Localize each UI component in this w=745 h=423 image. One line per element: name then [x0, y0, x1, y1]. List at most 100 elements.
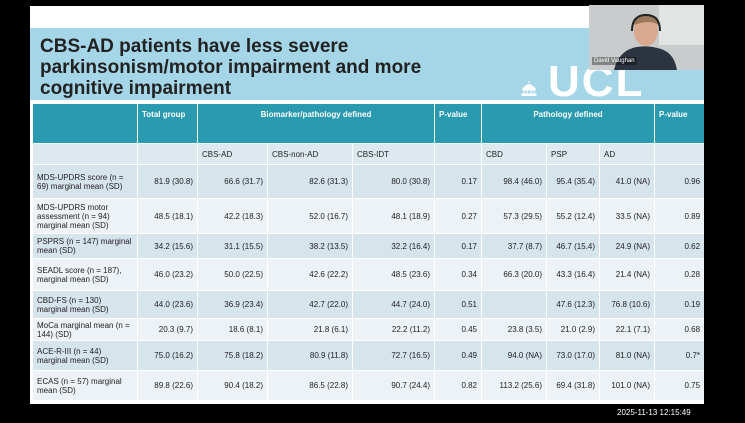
table-cell: 42.7 (22.0)	[267, 290, 353, 319]
table-cell: 0.7*	[654, 340, 704, 371]
table-cell: 0.68	[654, 318, 704, 341]
table-cell: 113.2 (25.6)	[481, 370, 548, 401]
table-cell: 32.2 (16.4)	[351, 233, 436, 259]
table-cell: 95.4 (35.4)	[546, 164, 601, 199]
table-row: ACE-R-III (n = 44) marginal mean (SD) 75.…	[32, 340, 704, 371]
table-cell: 48.5 (18.1)	[137, 198, 198, 234]
table-cell: 80.0 (30.8)	[351, 164, 436, 199]
slide-title: CBS-AD patients have less severe parkins…	[40, 36, 422, 99]
table-cell: 0.34	[434, 258, 483, 291]
subheader-cell: CBS-non-AD	[267, 143, 353, 165]
table-cell: 0.28	[654, 258, 704, 291]
subheader-cell	[434, 143, 483, 165]
subheader-cell: AD	[599, 143, 656, 165]
subheader-cell	[137, 143, 198, 165]
table-cell: 47.6 (12.3)	[546, 290, 601, 319]
table-row: CBD-FS (n = 130) marginal mean (SD) 44.0 …	[32, 290, 704, 319]
data-table: Total group Biomarker/pathology defined P-…	[32, 103, 704, 401]
table-cell: 20.3 (9.7)	[137, 318, 198, 341]
table-cell: 0.82	[434, 370, 483, 401]
table-cell: 75.0 (16.2)	[137, 340, 198, 371]
table-cell: 81.9 (30.8)	[137, 164, 198, 199]
header-cell: Biomarker/pathology defined	[196, 103, 436, 144]
table-cell: 89.8 (22.6)	[137, 370, 198, 401]
header-cell: Pathology defined	[481, 103, 656, 144]
header-cell	[32, 103, 138, 144]
table-cell: 21.8 (6.1)	[267, 318, 353, 341]
row-label: PSPRS (n = 147) marginal mean (SD)	[32, 233, 138, 259]
table-cell: 43.3 (16.4)	[546, 258, 601, 291]
table-cell: 66.3 (20.0)	[481, 258, 548, 291]
table-cell: 0.45	[434, 318, 483, 341]
row-label: ACE-R-III (n = 44) marginal mean (SD)	[32, 340, 138, 371]
table-cell: 55.2 (12.4)	[546, 198, 601, 234]
table-row: PSPRS (n = 147) marginal mean (SD) 34.2 (…	[32, 233, 704, 259]
table-cell: 37.7 (8.7)	[481, 233, 548, 259]
table-cell: 0.19	[654, 290, 704, 319]
subheader-cell: PSP	[546, 143, 601, 165]
subheader-cell	[32, 143, 138, 165]
row-label: MDS-UPDRS motor assessment (n = 94) marg…	[32, 198, 138, 234]
table-cell: 72.7 (16.5)	[351, 340, 436, 371]
participant-name: David Vaughan	[592, 57, 637, 65]
video-tile[interactable]: David Vaughan	[589, 5, 704, 70]
subheader-cell: CBD	[481, 143, 548, 165]
table-cell: 0.89	[654, 198, 704, 234]
table-cell: 0.62	[654, 233, 704, 259]
table-cell: 98.4 (46.0)	[481, 164, 548, 199]
table-cell: 0.49	[434, 340, 483, 371]
table-cell: 18.6 (8.1)	[197, 318, 268, 341]
logo-icon	[521, 81, 537, 96]
table-cell: 31.1 (15.5)	[197, 233, 268, 259]
table-cell: 34.2 (15.6)	[137, 233, 198, 259]
table-cell: 36.9 (23.4)	[197, 290, 268, 319]
header-cell: P-value	[434, 103, 483, 144]
header-cell: Total group	[137, 103, 198, 144]
table-row: MoCa marginal mean (n = 144) (SD) 20.3 (9…	[32, 318, 704, 341]
table-cell: 22.2 (11.2)	[351, 318, 436, 341]
table-cell: 48.5 (23.6)	[351, 258, 436, 291]
table-cell: 21.4 (NA)	[599, 258, 656, 291]
table-cell: 0.17	[434, 233, 483, 259]
participant-video	[589, 5, 704, 70]
row-label: MDS-UPDRS score (n = 69) marginal mean (…	[32, 164, 138, 199]
subheader-cell	[654, 143, 704, 165]
table-cell: 44.0 (23.6)	[137, 290, 198, 319]
table-cell: 86.5 (22.8)	[267, 370, 353, 401]
table-cell: 66.6 (31.7)	[197, 164, 268, 199]
timestamp: 2025-11-13 12:15:49	[617, 408, 691, 417]
row-label: ECAS (n = 57) marginal mean (SD)	[32, 370, 138, 401]
table-cell: 22.1 (7.1)	[599, 318, 656, 341]
table-cell: 42.6 (22.2)	[267, 258, 353, 291]
table-cell: 50.0 (22.5)	[197, 258, 268, 291]
table-cell: 42.2 (18.3)	[197, 198, 268, 234]
table-cell: 0.51	[434, 290, 483, 319]
table-cell: 0.96	[654, 164, 704, 199]
header-row: Total group Biomarker/pathology defined P-…	[32, 103, 704, 144]
table-cell: 0.75	[654, 370, 704, 401]
table-cell: 41.0 (NA)	[599, 164, 656, 199]
table-cell: 81.0 (NA)	[599, 340, 656, 371]
table-cell: 101.0 (NA)	[599, 370, 656, 401]
table-cell: 80.9 (11.8)	[267, 340, 353, 371]
table-cell: 73.0 (17.0)	[546, 340, 601, 371]
table-cell: 90.7 (24.4)	[351, 370, 436, 401]
table-row: MDS-UPDRS motor assessment (n = 94) marg…	[32, 198, 704, 234]
table-cell: 90.4 (18.2)	[197, 370, 268, 401]
row-label: SEADL score (n = 187), marginal mean (SD…	[32, 258, 138, 291]
row-label: MoCa marginal mean (n = 144) (SD)	[32, 318, 138, 341]
table-row: SEADL score (n = 187), marginal mean (SD…	[32, 258, 704, 291]
table-cell: 57.3 (29.5)	[481, 198, 548, 234]
table-row: MDS-UPDRS score (n = 69) marginal mean (…	[32, 164, 704, 199]
row-label: CBD-FS (n = 130) marginal mean (SD)	[32, 290, 138, 319]
table-cell: 94.0 (NA)	[481, 340, 548, 371]
table-cell: 24.9 (NA)	[599, 233, 656, 259]
table-cell: 76.8 (10.6)	[599, 290, 656, 319]
subheader-cell: CBS-AD	[197, 143, 268, 165]
table-cell: 48.1 (18.9)	[351, 198, 436, 234]
table-cell: 46.0 (23.2)	[137, 258, 198, 291]
table-cell: 82.6 (31.3)	[267, 164, 353, 199]
table-cell: 38.2 (13.5)	[267, 233, 353, 259]
table-cell: 75.8 (18.2)	[197, 340, 268, 371]
